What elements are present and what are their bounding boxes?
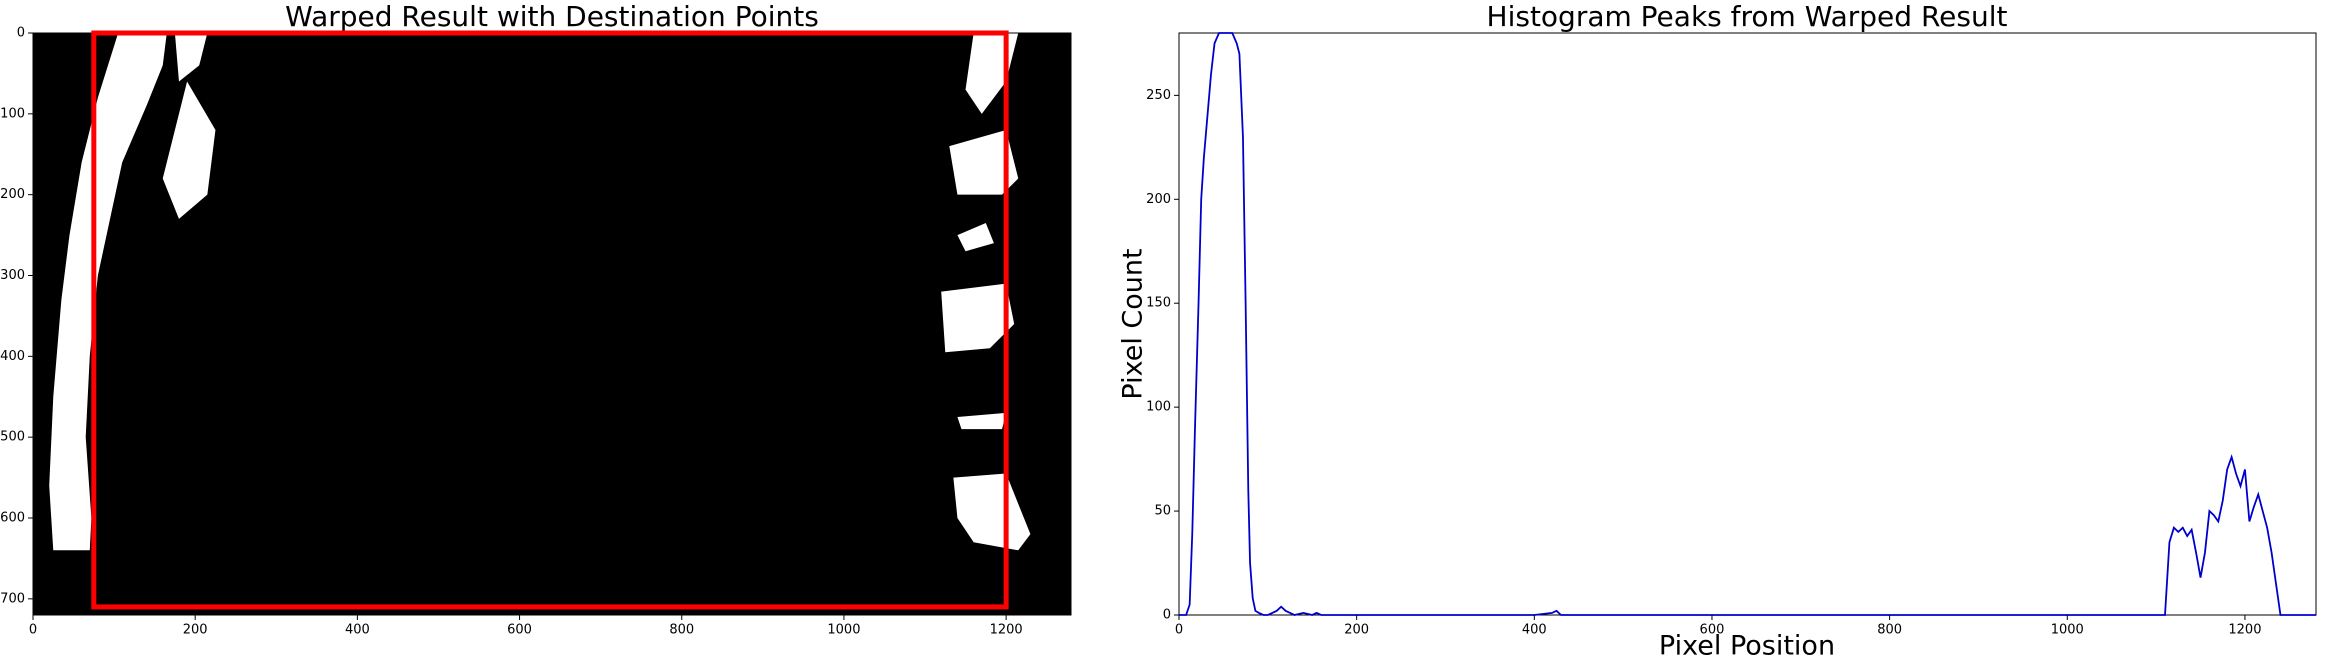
x-tick-label: 200 [1344,623,1369,638]
x-tick-label: 1200 [990,623,1023,638]
y-tick-label: 150 [1146,296,1171,311]
histogram-line [1179,32,2316,616]
axes-frame [1178,32,2317,616]
x-tick-label: 1200 [2228,623,2261,638]
y-tick-label: 200 [0,187,25,202]
y-tick-label: 300 [0,268,25,283]
y-tick-label: 50 [1154,504,1171,519]
y-tick-label: 0 [17,26,25,41]
y-tick-label: 200 [1146,192,1171,207]
x-tick-label: 400 [345,623,370,638]
x-tick-label: 600 [1700,623,1725,638]
x-tick-label: 1000 [827,623,860,638]
y-tick-label: 600 [0,511,25,526]
y-tick-label: 100 [1146,400,1171,415]
y-tick-label: 700 [0,591,25,606]
chart-title: Warped Result with Destination Points [285,0,819,33]
y-tick-label: 100 [0,106,25,121]
y-tick-label: 500 [0,430,25,445]
x-tick-label: 0 [1175,623,1183,638]
x-tick-label: 200 [183,623,208,638]
x-axis-label: Pixel Position [1659,631,1835,662]
x-tick-label: 1000 [2051,623,2084,638]
destination-box [91,30,1009,610]
y-tick-label: 400 [0,349,25,364]
chart-title: Histogram Peaks from Warped Result [1487,0,2008,33]
x-tick-label: 600 [507,623,532,638]
y-axis-label: Pixel Count [1118,248,1149,399]
x-tick-label: 800 [669,623,694,638]
y-tick-label: 250 [1146,88,1171,103]
lane-pixels [49,33,1031,551]
x-tick-label: 800 [1877,623,1902,638]
x-tick-label: 400 [1522,623,1547,638]
x-tick-label: 0 [29,623,37,638]
y-tick-label: 0 [1163,608,1171,623]
